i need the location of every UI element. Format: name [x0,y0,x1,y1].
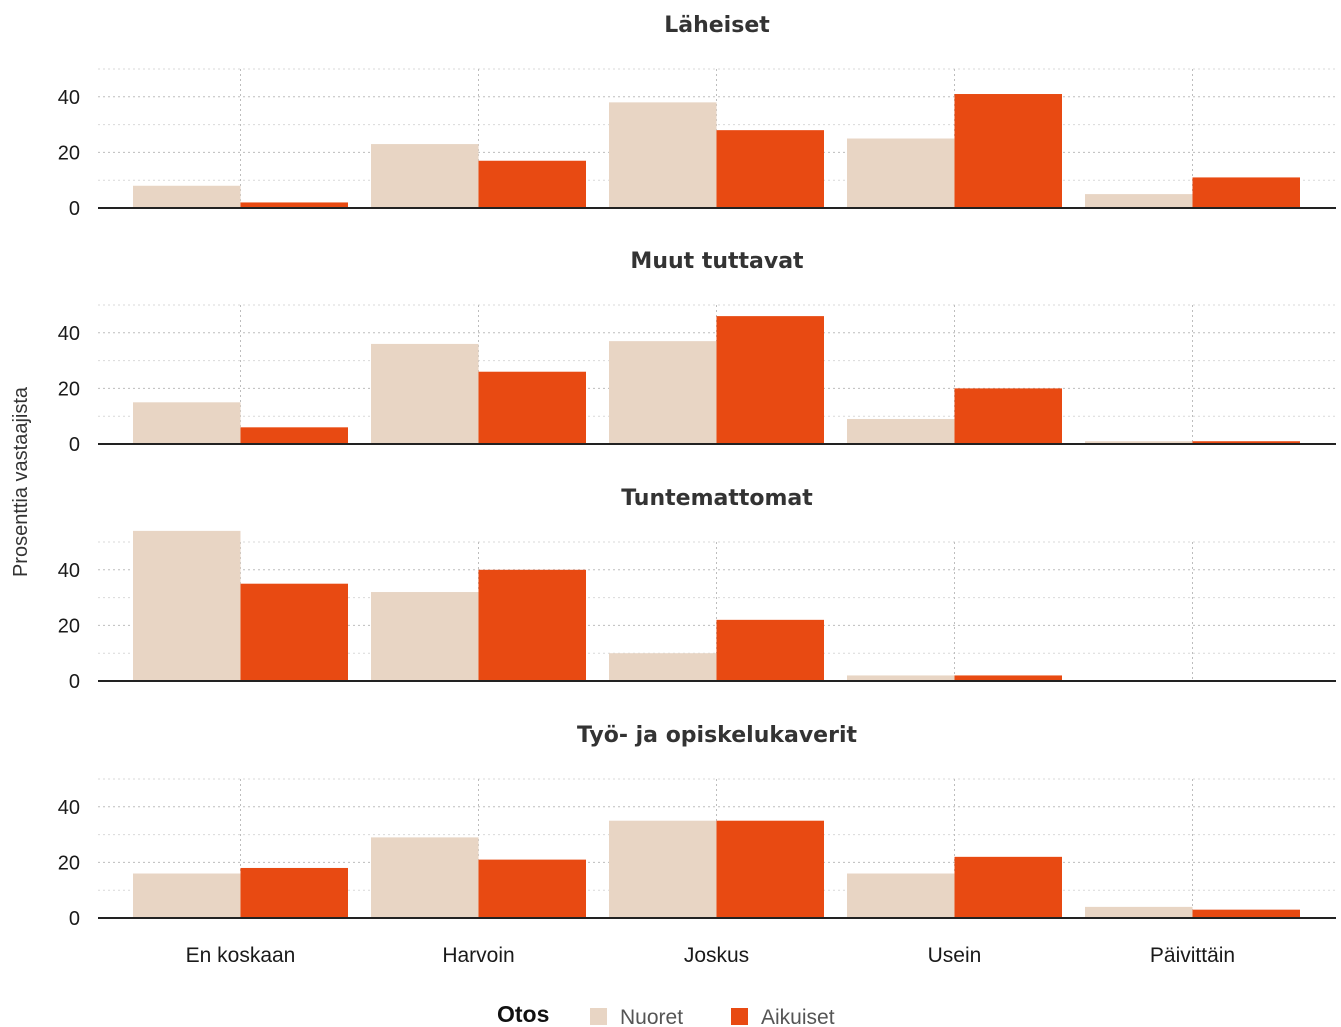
bar-nuoret-3 [609,820,717,918]
bar-nuoret-3 [609,653,717,681]
bar-nuoret-1 [133,530,241,681]
bar-aikuiset-3 [716,619,824,681]
y-tick-label: 40 [58,323,80,345]
panel-title: Työ- ja opiskelukaverit [577,723,857,748]
bar-aikuiset-5 [1192,909,1300,918]
x-tick-label: Päivittäin [1150,944,1235,967]
panel-3: Tuntemattomat 0 20 40 [58,486,1336,693]
y-tick-label: 0 [69,908,80,930]
bar-aikuiset-2 [478,569,586,681]
y-axis-label: Prosenttia vastaajista [10,386,32,577]
legend-item-aikuiset: Aikuiset [731,1006,835,1027]
panel-title: Muut tuttavat [630,249,804,274]
y-tick-label: 0 [69,671,80,693]
bar-nuoret-3 [609,341,717,444]
bar-aikuiset-3 [716,316,824,444]
bar-aikuiset-2 [478,160,586,208]
x-tick-label: En koskaan [186,944,296,967]
y-tick-label: 20 [58,378,80,400]
legend-label: Aikuiset [761,1006,835,1027]
bar-nuoret-4 [847,873,955,918]
bar-nuoret-2 [371,144,479,208]
bar-aikuiset-3 [716,130,824,208]
legend-item-nuoret: Nuoret [590,1006,683,1027]
bar-aikuiset-1 [240,427,348,444]
bar-aikuiset-4 [954,675,1062,681]
x-axis-labels: En koskaan Harvoin Joskus Usein Päivittäin [186,944,1235,967]
panel-title: Läheiset [664,13,770,38]
y-tick-label: 40 [58,797,80,819]
y-tick-label: 40 [58,87,80,109]
y-tick-label: 20 [58,142,80,164]
bar-aikuiset-2 [478,371,586,444]
y-tick-label: 0 [69,434,80,456]
bar-aikuiset-1 [240,867,348,918]
bar-nuoret-4 [847,138,955,208]
bar-nuoret-1 [133,873,241,918]
legend: Otos Nuoret Aikuiset [497,1001,835,1027]
bar-aikuiset-4 [954,388,1062,444]
bar-nuoret-4 [847,675,955,681]
y-tick-label: 20 [58,852,80,874]
legend-title: Otos [497,1001,549,1027]
legend-label: Nuoret [620,1006,683,1027]
panel-title: Tuntemattomat [621,486,813,511]
bar-aikuiset-4 [954,94,1062,208]
bar-aikuiset-1 [240,202,348,208]
y-tick-label: 20 [58,615,80,637]
panel-1: Läheiset 0 20 40 [58,13,1336,220]
bar-nuoret-1 [133,402,241,444]
bar-aikuiset-3 [716,820,824,918]
y-tick-label: 40 [58,560,80,582]
bar-nuoret-2 [371,592,479,681]
panel-4: Työ- ja opiskelukaverit 0 20 40 [58,723,1336,930]
bar-nuoret-2 [371,343,479,444]
bar-aikuiset-5 [1192,177,1300,208]
bar-aikuiset-1 [240,583,348,681]
panel-2: Muut tuttavat 0 20 40 [58,249,1336,456]
bar-nuoret-4 [847,418,955,444]
y-tick-label: 0 [69,198,80,220]
bar-aikuiset-5 [1192,441,1300,444]
x-tick-label: Harvoin [442,944,514,967]
legend-swatch [731,1008,748,1025]
x-tick-label: Joskus [684,944,749,967]
legend-swatch [590,1008,607,1025]
bar-aikuiset-4 [954,856,1062,918]
bar-nuoret-5 [1085,441,1193,444]
bar-aikuiset-2 [478,859,586,918]
bar-nuoret-2 [371,837,479,918]
bar-nuoret-1 [133,185,241,208]
bar-nuoret-5 [1085,194,1193,208]
x-tick-label: Usein [928,944,982,967]
bar-nuoret-3 [609,102,717,208]
bar-nuoret-5 [1085,906,1193,918]
